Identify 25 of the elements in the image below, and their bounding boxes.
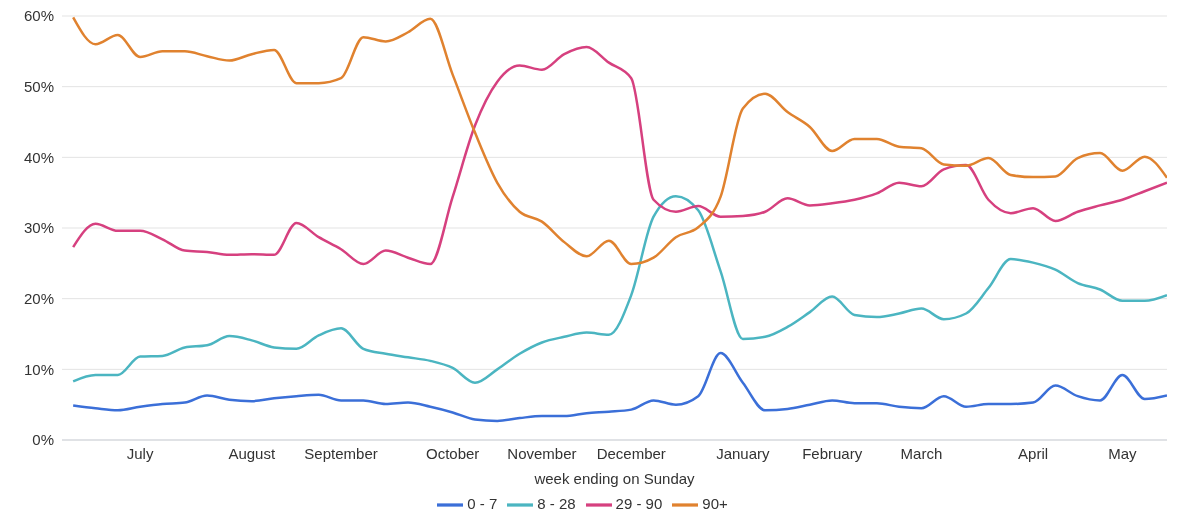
line-series [71, 351, 1167, 423]
y-tick-label: 20% [23, 289, 54, 307]
x-tick-label: November [507, 444, 577, 462]
x-tick-label: February [802, 444, 863, 462]
y-tick-label: 40% [23, 148, 54, 166]
y-tick-label: 30% [23, 219, 54, 237]
legend-label: 90+ [702, 494, 728, 512]
x-tick-label: January [716, 444, 771, 462]
x-tick-label: October [425, 444, 480, 462]
y-tick-label: 10% [23, 360, 54, 378]
x-tick-label: March [900, 444, 943, 462]
y-tick-label: 50% [23, 77, 54, 95]
legend-label: 29 - 90 [615, 494, 663, 512]
x-tick-label: September [304, 444, 378, 462]
legend-label: 8 - 28 [537, 494, 576, 512]
x-axis-title: week ending on Sunday [533, 470, 696, 487]
y-tick-label: 0% [32, 431, 54, 449]
legend-label: 0 - 7 [467, 494, 498, 512]
x-tick-label: April [1018, 444, 1049, 462]
x-tick-label: May [1108, 444, 1138, 462]
x-tick-label: December [596, 444, 666, 462]
line-series [71, 194, 1167, 385]
y-tick-label: 60% [23, 7, 54, 25]
x-tick-label: August [228, 444, 276, 462]
x-tick-label: July [126, 444, 154, 462]
